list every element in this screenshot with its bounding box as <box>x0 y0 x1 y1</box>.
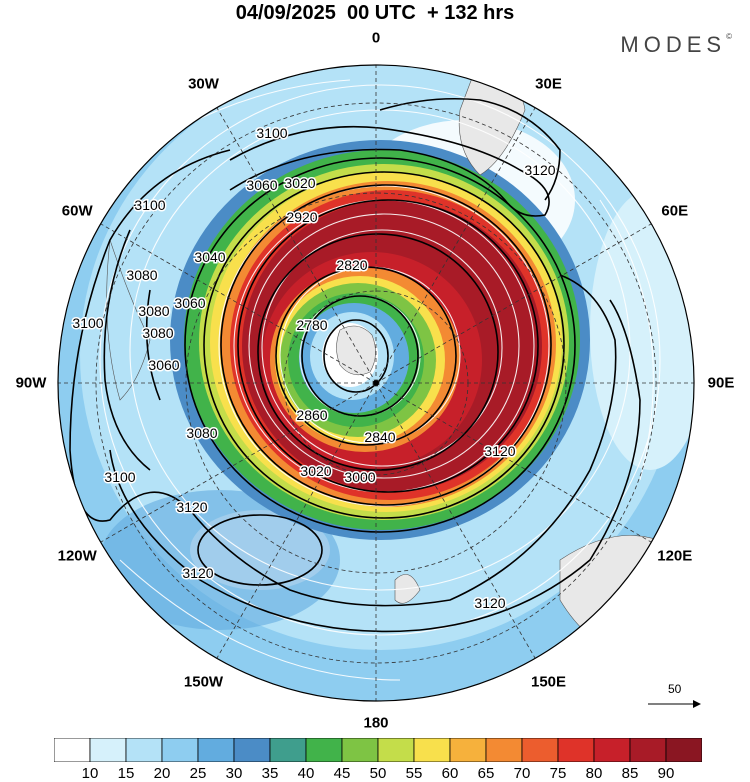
contour-label: 3020 <box>284 175 315 191</box>
contour-label: 3080 <box>138 303 169 319</box>
colorbar-label: 45 <box>333 765 351 782</box>
longitude-label: 0 <box>371 29 381 47</box>
colorbar-label: 30 <box>225 765 243 782</box>
longitude-label: 120W <box>57 547 97 564</box>
map-title: 04/09/2025 00 UTC + 132 hrs <box>235 2 515 24</box>
map-border <box>57 64 695 702</box>
colorbar-label: 90 <box>657 765 675 782</box>
longitude-label: 150E <box>530 673 567 691</box>
colorbar-swatch <box>449 738 487 762</box>
colorbar-label: 60 <box>441 765 459 782</box>
contour-label: 3080 <box>126 267 157 283</box>
contour-label: 2780 <box>296 317 327 333</box>
contour-label: 3020 <box>300 463 331 479</box>
colorbar-label: 85 <box>621 765 639 782</box>
contour-labels: 3100 3060 3020 2920 2820 2780 2840 2860 3000 3020… <box>71 124 557 613</box>
longitude-label: 60W <box>61 202 93 219</box>
contour-label: 3080 <box>142 325 173 341</box>
pole-marker <box>373 380 379 386</box>
contour-label: 2920 <box>286 209 317 225</box>
colorbar-label: 15 <box>117 765 135 782</box>
contour-label: 3120 <box>524 162 555 178</box>
colorbar-label: 20 <box>153 765 171 782</box>
longitude-label: 180 <box>363 714 389 732</box>
colorbar-label: 25 <box>189 765 207 782</box>
colorbar-swatch <box>557 738 595 762</box>
contour-label: 3060 <box>174 295 205 311</box>
colorbar-swatch <box>629 738 667 762</box>
contour-label: 3080 <box>186 425 217 441</box>
brand-name: MODES <box>620 32 727 57</box>
colorbar-swatch <box>54 738 91 762</box>
colorbar-swatch <box>665 738 702 762</box>
contour-label: 3120 <box>484 443 515 459</box>
colorbar-swatch <box>521 738 559 762</box>
brand-logo: MODES© <box>620 32 732 58</box>
contour-label: 2820 <box>336 257 367 273</box>
longitude-label: 90W <box>15 374 47 392</box>
contour-label: 3040 <box>194 249 225 265</box>
colorbar-swatch <box>233 738 271 762</box>
colorbar-label: 10 <box>81 765 99 782</box>
longitude-label: 90E <box>707 374 735 392</box>
contour-label: 3120 <box>176 499 207 515</box>
colorbar-swatch <box>125 738 163 762</box>
longitude-label: 30W <box>188 75 219 93</box>
colorbar-swatch <box>377 738 415 762</box>
colorbar-swatch <box>413 738 451 762</box>
colorbar-swatch <box>593 738 631 762</box>
colorbar-label: 75 <box>549 765 567 782</box>
longitude-label: 30E <box>535 75 562 93</box>
contour-label: 2860 <box>296 407 327 423</box>
colorbar-label: 50 <box>369 765 387 782</box>
contour-label: 3060 <box>148 357 179 373</box>
colorbar <box>54 738 702 762</box>
longitude-label: 150W <box>183 673 224 691</box>
colorbar-label: 55 <box>405 765 423 782</box>
contour-label: 3120 <box>182 565 213 581</box>
colorbar-swatch <box>305 738 343 762</box>
longitude-label: 120E <box>657 547 693 564</box>
contour-label: 3100 <box>134 197 165 213</box>
contour-label: 2840 <box>364 429 395 445</box>
colorbar-label: 35 <box>261 765 279 782</box>
colorbar-swatch <box>341 738 379 762</box>
contour-label: 3060 <box>246 177 277 193</box>
graticule <box>58 65 694 701</box>
colorbar-swatch <box>89 738 127 762</box>
copyright-mark: © <box>726 32 732 41</box>
longitude-label: 60E <box>661 202 689 219</box>
contour-label: 3100 <box>72 315 103 331</box>
colorbar-label: 65 <box>477 765 495 782</box>
colorbar-label: 80 <box>585 765 603 782</box>
colorbar-swatch <box>197 738 235 762</box>
contour-label: 3000 <box>344 469 375 485</box>
wind-reference-vector <box>648 700 701 708</box>
contour-label: 3120 <box>474 595 505 611</box>
wind-reference-label: 50 <box>668 682 682 696</box>
contour-label: 3100 <box>104 469 135 485</box>
colorbar-swatch <box>161 738 199 762</box>
colorbar-swatch <box>485 738 523 762</box>
wind-streamlines <box>79 79 661 681</box>
height-contours <box>69 97 641 633</box>
colorbar-label: 70 <box>513 765 531 782</box>
contour-label: 3100 <box>256 125 287 141</box>
polar-map: 3100 3060 3020 2920 2820 2780 2840 2860 3000 3020… <box>57 64 695 702</box>
colorbar-swatch <box>269 738 307 762</box>
colorbar-label: 40 <box>297 765 315 782</box>
